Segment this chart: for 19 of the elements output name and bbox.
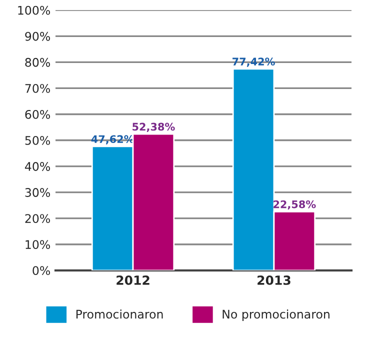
data-label: 52,38% (132, 122, 175, 132)
y-tick-label: 60% (25, 110, 50, 119)
y-tick-label: 70% (25, 84, 50, 93)
y-tick-label: 20% (25, 214, 50, 223)
data-label: 77,42% (232, 58, 275, 67)
data-label: 22,58% (274, 200, 316, 210)
y-tick-label: 80% (25, 58, 50, 67)
legend-label: No promocionaron (222, 310, 330, 321)
y-tick-label: 100% (18, 6, 50, 15)
legend-label: Promocionaron (76, 310, 163, 319)
y-tick-label: 40% (24, 162, 50, 171)
y-tick-label: 30% (25, 188, 50, 197)
x-tick-label: 2013 (258, 275, 290, 285)
y-tick-label: 90% (25, 32, 50, 41)
y-tick-label: 10% (26, 240, 50, 250)
y-tick-label: 0% (32, 266, 50, 276)
y-tick-label: 50% (25, 136, 50, 145)
data-label: 47,62% (91, 135, 134, 144)
x-tick-label: 2012 (116, 275, 150, 285)
